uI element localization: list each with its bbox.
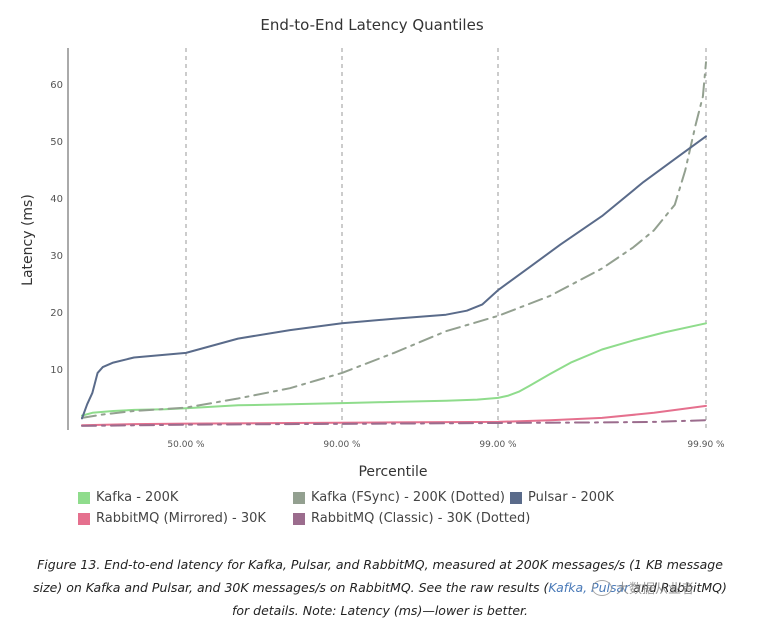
series-line-0	[81, 322, 707, 417]
caption-line-2: size) on Kafka and Pulsar, and 30K messa…	[10, 576, 750, 599]
x-tick-label: 50.00 %	[167, 440, 205, 450]
legend-label-rabbitmq-classic: RabbitMQ (Classic) - 30K (Dotted)	[311, 511, 531, 526]
caption-line-2-start: size) on Kafka and Pulsar, and 30K messa…	[33, 580, 549, 595]
series-line-3	[81, 404, 707, 427]
legend-swatch-kafka-fsync	[293, 491, 305, 504]
watermark: 大数据从业者	[592, 578, 694, 597]
legend-item-kafka-fsync: Kafka (FSync) - 200K (Dotted)	[293, 490, 505, 505]
x-tick-label: 90.00 %	[323, 440, 361, 450]
caption-line-3: for details. Note: Latency (ms)—lower is…	[231, 603, 529, 618]
y-tick-label: 40	[50, 194, 63, 205]
y-tick-label: 20	[50, 308, 63, 319]
y-tick-label: 30	[50, 251, 63, 262]
legend-label-kafka-fsync: Kafka (FSync) - 200K (Dotted)	[311, 490, 505, 505]
chart-title: End-to-End Latency Quantiles	[260, 16, 483, 34]
caption-line-1: Figure 13. End-to-end latency for Kafka,…	[37, 557, 723, 572]
figure-caption: Figure 13. End-to-end latency for Kafka,…	[10, 553, 750, 622]
x-axis-label: Percentile	[358, 464, 427, 480]
x-tick-label: 99.00 %	[479, 440, 517, 450]
y-tick-label: 60	[50, 80, 63, 91]
x-axis-ticks: 50.00 % 90.00 % 99.00 % 99.90 %	[167, 440, 725, 450]
legend-label-rabbitmq-mirrored: RabbitMQ (Mirrored) - 30K	[96, 511, 266, 526]
legend-item-pulsar: Pulsar - 200K	[510, 490, 614, 505]
y-tick-label: 10	[50, 365, 63, 376]
legend-item-rabbitmq-classic: RabbitMQ (Classic) - 30K (Dotted)	[293, 511, 530, 526]
wechat-icon	[592, 579, 612, 596]
legend-label-pulsar: Pulsar - 200K	[528, 490, 614, 505]
series-line-2	[81, 135, 707, 420]
legend-swatch-rabbitmq-classic	[293, 512, 305, 525]
legend-swatch-kafka	[78, 491, 90, 504]
legend-swatch-rabbitmq-mirrored	[78, 512, 90, 525]
caption-line-2-end: and RabbitMQ)	[633, 580, 727, 595]
legend-item-rabbitmq-mirrored: RabbitMQ (Mirrored) - 30K	[78, 511, 266, 526]
y-tick-label: 50	[50, 137, 63, 148]
legend-swatch-pulsar	[510, 491, 522, 504]
series-line-4	[81, 419, 707, 427]
series-lines	[81, 61, 707, 427]
latency-chart: End-to-End Latency Quantiles 10 20 30 40 50 6…	[20, 16, 725, 480]
legend-item-kafka: Kafka - 200K	[78, 490, 178, 505]
y-axis-label: Latency (ms)	[20, 194, 36, 286]
watermark-text: 大数据从业者	[616, 582, 695, 597]
y-axis-ticks: 10 20 30 40 50 60	[50, 80, 63, 376]
legend-label-kafka: Kafka - 200K	[96, 490, 179, 505]
series-line-1	[81, 61, 707, 419]
grid-lines	[185, 48, 707, 432]
x-tick-label: 99.90 %	[687, 440, 725, 450]
